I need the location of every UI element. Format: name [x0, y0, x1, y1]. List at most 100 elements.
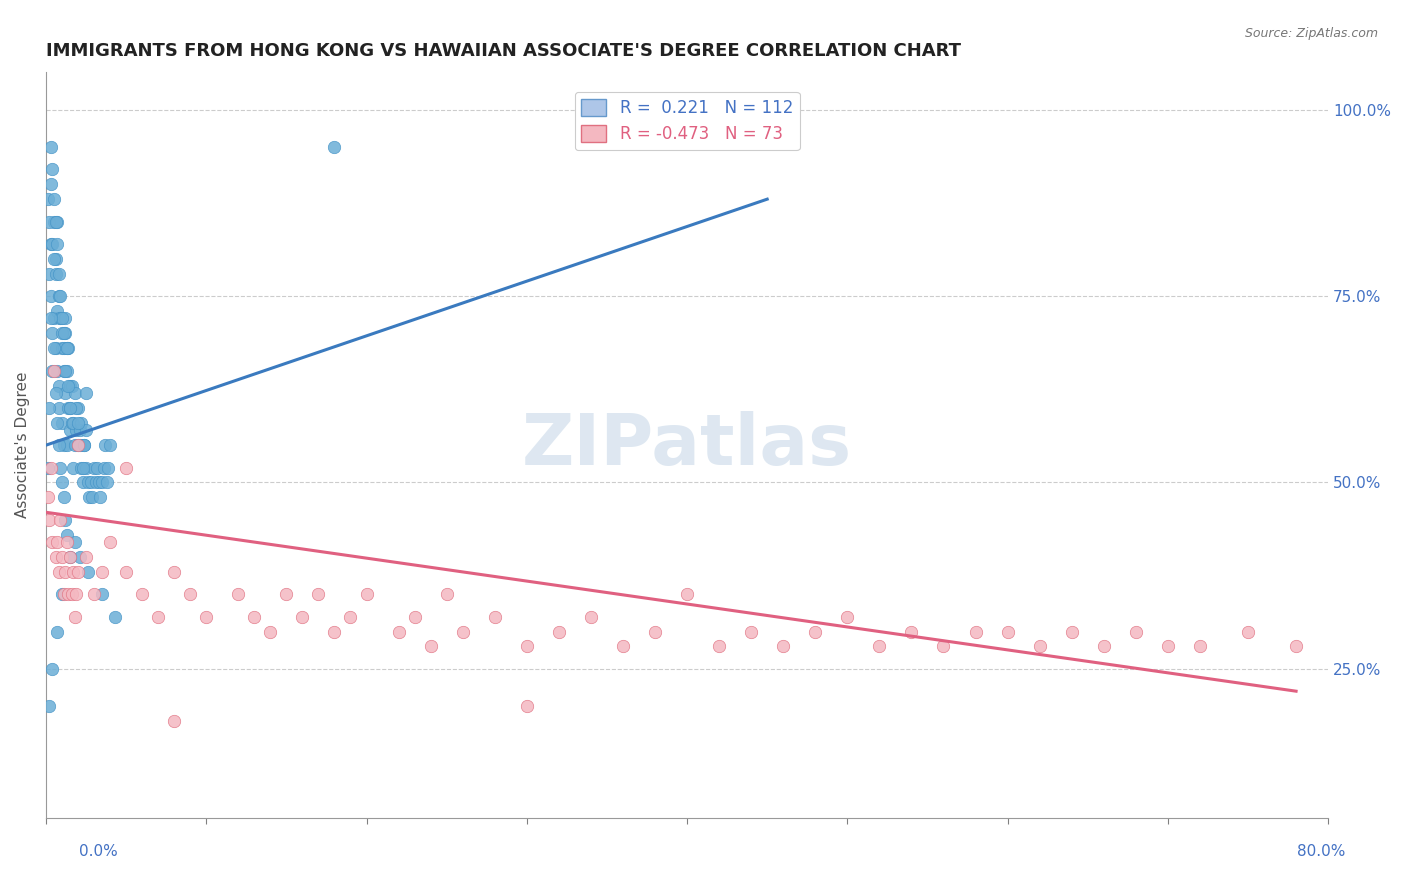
- Point: [51, 416, 73, 430]
- Point: [965, 624, 987, 639]
- Point: [644, 624, 666, 639]
- Point: [63, 535, 86, 549]
- Point: [39, 178, 62, 192]
- Point: [46, 535, 69, 549]
- Point: [41, 162, 63, 177]
- Point: [39, 311, 62, 326]
- Point: [837, 609, 859, 624]
- Point: [59, 549, 82, 564]
- Point: [51, 326, 73, 341]
- Point: [1188, 640, 1211, 654]
- Point: [740, 624, 762, 639]
- Point: [69, 423, 91, 437]
- Point: [77, 491, 100, 505]
- Point: [52, 363, 75, 377]
- Point: [51, 587, 73, 601]
- Point: [76, 475, 98, 490]
- Point: [1157, 640, 1180, 654]
- Point: [56, 363, 79, 377]
- Point: [75, 549, 97, 564]
- Point: [48, 565, 70, 579]
- Point: [56, 341, 79, 355]
- Point: [52, 587, 75, 601]
- Point: [97, 460, 120, 475]
- Point: [59, 378, 82, 392]
- Text: 80.0%: 80.0%: [1298, 845, 1346, 859]
- Point: [41, 236, 63, 251]
- Point: [39, 460, 62, 475]
- Point: [115, 565, 138, 579]
- Point: [56, 341, 79, 355]
- Point: [65, 587, 87, 601]
- Point: [45, 252, 67, 266]
- Point: [98, 438, 121, 452]
- Point: [45, 267, 67, 281]
- Point: [38, 401, 60, 415]
- Point: [86, 460, 108, 475]
- Point: [65, 423, 87, 437]
- Point: [46, 416, 69, 430]
- Point: [80, 475, 103, 490]
- Point: [1237, 624, 1260, 639]
- Point: [66, 401, 89, 415]
- Point: [46, 304, 69, 318]
- Point: [547, 624, 569, 639]
- Point: [419, 640, 441, 654]
- Point: [87, 475, 110, 490]
- Point: [115, 460, 138, 475]
- Point: [39, 140, 62, 154]
- Point: [45, 214, 67, 228]
- Point: [339, 609, 361, 624]
- Point: [42, 192, 65, 206]
- Point: [52, 438, 75, 452]
- Point: [868, 640, 890, 654]
- Point: [323, 140, 346, 154]
- Point: [276, 587, 298, 601]
- Point: [58, 587, 80, 601]
- Point: [51, 341, 73, 355]
- Point: [38, 267, 60, 281]
- Point: [451, 624, 474, 639]
- Point: [772, 640, 794, 654]
- Point: [356, 587, 378, 601]
- Point: [51, 549, 73, 564]
- Point: [37, 491, 59, 505]
- Point: [53, 565, 76, 579]
- Point: [62, 565, 84, 579]
- Point: [226, 587, 249, 601]
- Point: [51, 475, 73, 490]
- Point: [41, 326, 63, 341]
- Point: [49, 289, 72, 303]
- Point: [484, 609, 506, 624]
- Point: [45, 341, 67, 355]
- Point: [37, 460, 59, 475]
- Point: [49, 513, 72, 527]
- Point: [39, 236, 62, 251]
- Point: [45, 386, 67, 401]
- Text: Source: ZipAtlas.com: Source: ZipAtlas.com: [1244, 27, 1378, 40]
- Point: [46, 236, 69, 251]
- Point: [76, 565, 98, 579]
- Point: [60, 416, 83, 430]
- Point: [59, 401, 82, 415]
- Point: [38, 214, 60, 228]
- Point: [1028, 640, 1050, 654]
- Point: [146, 609, 169, 624]
- Point: [59, 401, 82, 415]
- Point: [60, 378, 83, 392]
- Point: [900, 624, 922, 639]
- Point: [63, 609, 86, 624]
- Point: [38, 513, 60, 527]
- Point: [52, 491, 75, 505]
- Point: [259, 624, 281, 639]
- Text: IMMIGRANTS FROM HONG KONG VS HAWAIIAN ASSOCIATE'S DEGREE CORRELATION CHART: IMMIGRANTS FROM HONG KONG VS HAWAIIAN AS…: [46, 42, 960, 60]
- Point: [291, 609, 314, 624]
- Point: [93, 460, 115, 475]
- Point: [69, 438, 91, 452]
- Point: [612, 640, 634, 654]
- Point: [1060, 624, 1083, 639]
- Point: [73, 438, 96, 452]
- Point: [163, 714, 186, 728]
- Point: [163, 565, 186, 579]
- Point: [131, 587, 153, 601]
